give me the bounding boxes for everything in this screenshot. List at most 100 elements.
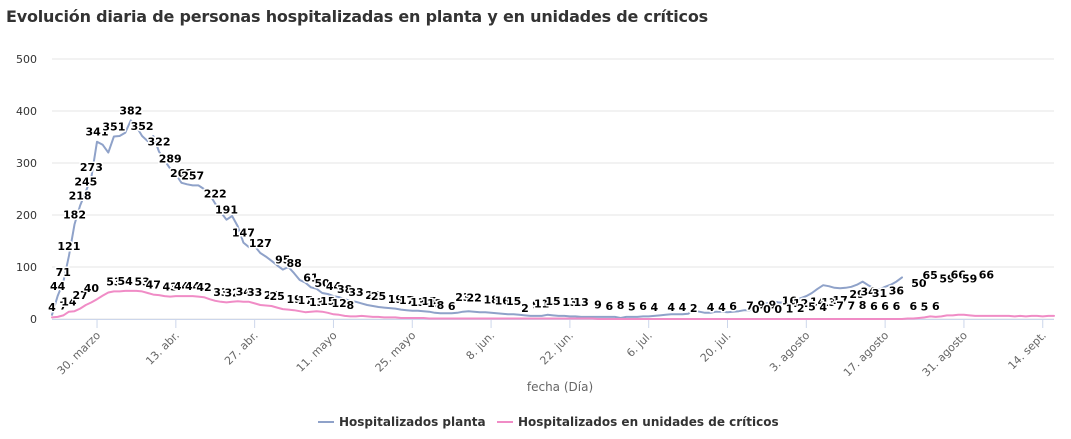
data-label: 0	[752, 303, 760, 316]
data-label: 95	[275, 254, 290, 267]
data-label: 61	[303, 271, 318, 284]
data-label: 182	[63, 208, 86, 221]
data-label: 16	[495, 295, 511, 308]
data-label: 25	[270, 290, 285, 303]
data-label: 32	[224, 286, 239, 299]
x-tick-label: 25. mayo	[373, 329, 419, 375]
data-label: 6	[448, 300, 456, 313]
data-label: 17	[298, 294, 313, 307]
data-label: 29	[849, 288, 864, 301]
data-label: 382	[119, 104, 142, 117]
data-label: 6	[870, 300, 878, 313]
x-tick-label: 22. jun.	[537, 329, 576, 368]
data-label: 15	[320, 295, 335, 308]
x-tick-label: 11. mayo	[294, 329, 340, 375]
data-label: 12	[331, 297, 346, 310]
data-labels: 4471121182218245273341351382352322289262…	[47, 103, 996, 318]
data-label: 50	[315, 277, 331, 290]
data-label: 7	[746, 299, 754, 312]
data-label: 9	[769, 298, 777, 311]
data-label: 8	[617, 299, 625, 312]
x-tick-label: 6. jul.	[624, 329, 655, 360]
data-label: 36	[889, 284, 905, 297]
data-label: 262	[170, 167, 193, 180]
data-label: 33	[247, 286, 262, 299]
data-label: 44	[185, 280, 201, 293]
data-label: 34	[236, 285, 252, 298]
data-label: 1	[786, 303, 794, 316]
data-label: 14	[810, 296, 826, 309]
data-label: 66	[979, 269, 995, 282]
data-label: 0	[774, 303, 782, 316]
data-label: 53	[106, 275, 121, 288]
legend-label: Hospitalizados planta	[339, 415, 486, 429]
data-label: 25	[371, 290, 386, 303]
data-label: 245	[74, 176, 97, 189]
data-label: 4	[819, 301, 827, 314]
data-label: 42	[196, 281, 211, 294]
data-label: 53	[134, 275, 149, 288]
data-label: 16	[782, 295, 798, 308]
data-label: 4	[679, 301, 687, 314]
y-tick-label: 0	[30, 313, 37, 326]
data-label: 147	[232, 227, 255, 240]
data-label: 19	[388, 293, 403, 306]
data-label: 33	[213, 286, 228, 299]
data-label: 8	[437, 299, 445, 312]
data-label: 23	[455, 291, 470, 304]
data-label: 44	[50, 280, 66, 293]
data-label: 31	[872, 287, 887, 300]
x-tick-label: 17. agosto	[841, 329, 892, 380]
data-label: 2	[690, 302, 698, 315]
data-label: 65	[923, 269, 938, 282]
data-label: 9	[757, 298, 765, 311]
data-label: 2	[521, 302, 529, 315]
data-label: 8	[346, 299, 354, 312]
data-label: 19	[286, 293, 301, 306]
data-label: 12	[793, 297, 808, 310]
data-label: 218	[69, 190, 92, 203]
data-label: 34	[861, 285, 877, 298]
data-label: 8	[859, 299, 867, 312]
x-tick-label: 13. abr.	[143, 329, 182, 368]
data-label: 6	[909, 300, 917, 313]
data-label: 7	[847, 299, 855, 312]
data-label: 191	[215, 204, 238, 217]
y-axis-ticks: 0 100 200 300 400 500	[16, 53, 37, 326]
data-label: 15	[545, 295, 560, 308]
data-label: 13	[573, 296, 588, 309]
x-axis: 30. marzo 13. abr. 27. abr. 11. mayo 25. may…	[52, 319, 1054, 379]
data-label: 5	[808, 300, 816, 313]
data-label: 47	[146, 279, 161, 292]
legend-item-2[interactable]: Hospitalizados en unidades de críticos	[497, 415, 779, 429]
data-label: 59	[939, 272, 954, 285]
data-label: 5	[628, 300, 636, 313]
data-label: 6	[893, 300, 901, 313]
data-label: 18	[483, 294, 498, 307]
data-label: 50	[911, 277, 927, 290]
data-label: 352	[131, 120, 154, 133]
legend-label: Hospitalizados en unidades de críticos	[518, 415, 779, 429]
data-label: 127	[249, 237, 272, 250]
data-label: 341	[86, 126, 109, 139]
legend-item-1[interactable]: Hospitalizados planta	[318, 415, 486, 429]
data-label: 4	[650, 301, 658, 314]
data-label: 273	[80, 161, 103, 174]
data-label: 88	[286, 257, 301, 270]
data-label: 2	[797, 302, 805, 315]
data-label: 13	[309, 296, 324, 309]
y-tick-label: 200	[16, 209, 37, 222]
data-label: 27	[365, 289, 380, 302]
data-label: 322	[148, 136, 171, 149]
data-label: 17	[399, 294, 414, 307]
data-label: 38	[337, 283, 352, 296]
data-label: 22	[467, 292, 482, 305]
data-label: 9	[532, 298, 540, 311]
x-tick-label: 3. agosto	[767, 329, 813, 375]
data-label: 17	[832, 294, 847, 307]
data-label: 27	[264, 289, 279, 302]
data-label: 4	[718, 301, 726, 314]
data-label: 4	[48, 301, 56, 314]
data-label: 13	[410, 296, 425, 309]
data-label: 33	[348, 286, 363, 299]
